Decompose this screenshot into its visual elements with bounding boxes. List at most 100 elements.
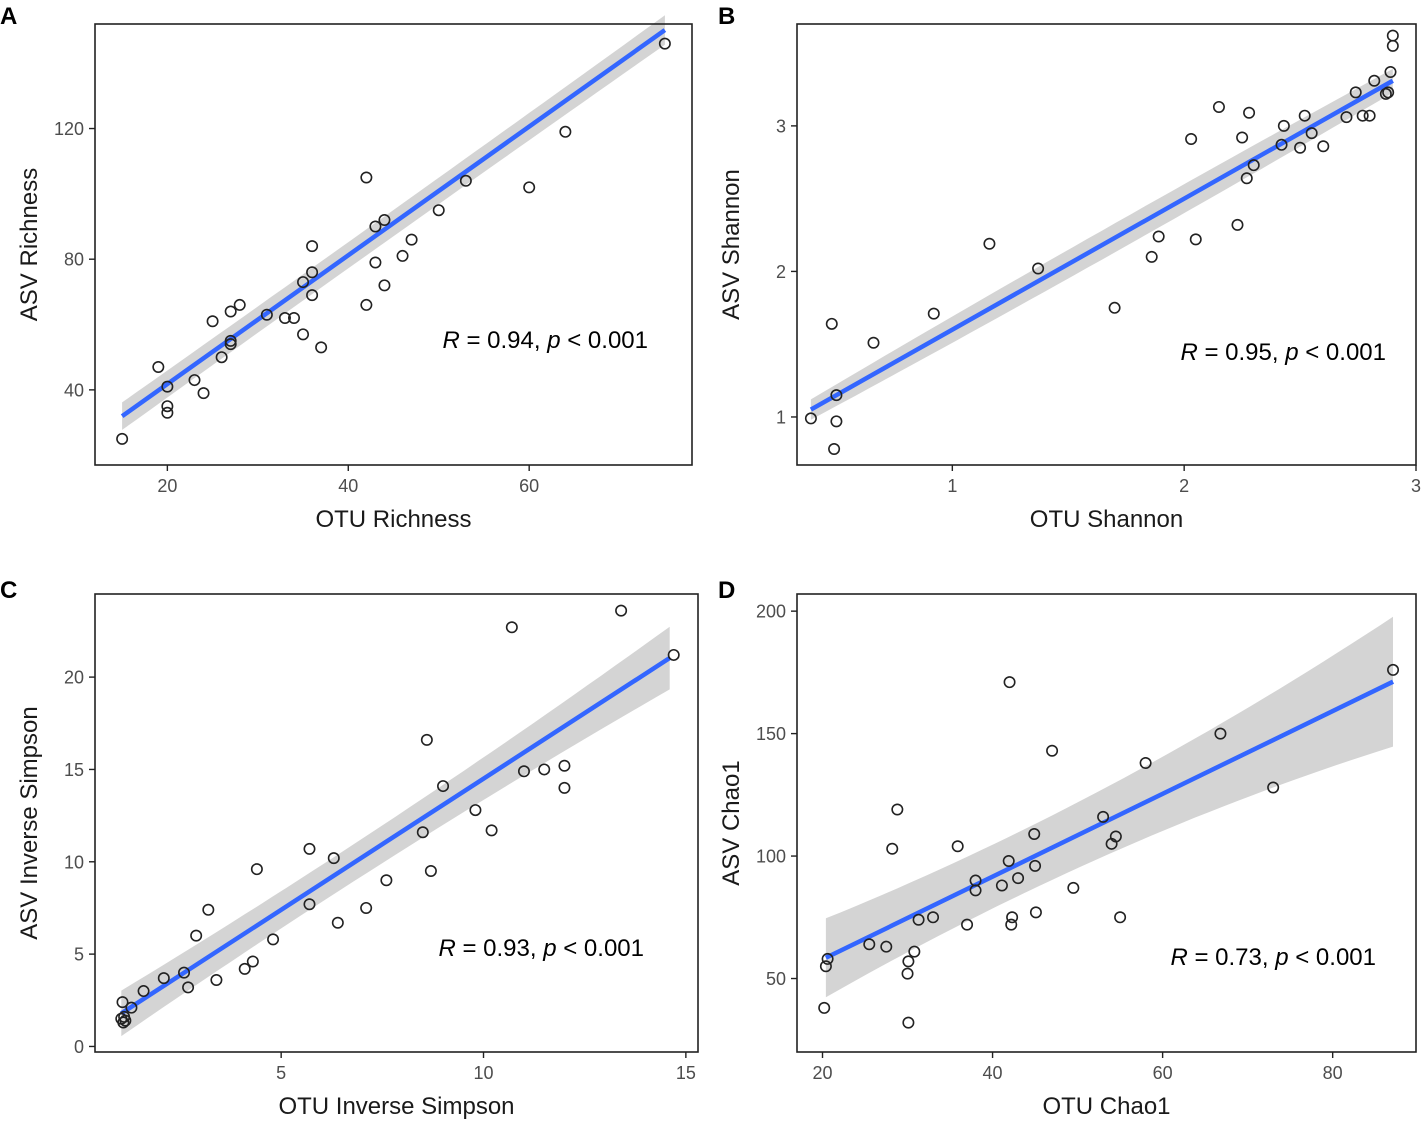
data-point (1387, 663, 1400, 676)
data-point (818, 1001, 831, 1014)
data-point (658, 37, 671, 50)
data-point (250, 863, 263, 876)
data-point (951, 840, 964, 853)
data-point (1267, 781, 1280, 794)
x-axis-title: OTU Richness (315, 506, 471, 533)
data-point (303, 842, 316, 855)
data-point (891, 803, 904, 816)
data-point (902, 955, 915, 968)
data-point (863, 938, 876, 951)
data-point (190, 929, 203, 942)
x-tick-label: 5 (276, 1063, 286, 1083)
data-point (517, 765, 530, 778)
data-point (224, 305, 237, 318)
data-point (1294, 141, 1307, 154)
data-point (1097, 810, 1110, 823)
data-point (1298, 109, 1311, 122)
y-tick-label: 15 (64, 760, 84, 780)
data-point (278, 311, 291, 324)
data-point (1212, 100, 1225, 113)
data-point (260, 308, 273, 321)
data-point (378, 279, 391, 292)
panel-d: D 20 40 60 80 50 100 150 200 OTU Chao1 ASV Chao1 R … (718, 577, 1417, 1120)
regression-line (120, 656, 671, 1016)
data-point (424, 865, 437, 878)
data-point (828, 442, 841, 455)
stat-p-value: < 0.001 (1289, 944, 1376, 971)
stat-r-label: R (442, 327, 459, 354)
data-point (558, 781, 571, 794)
x-tick-label: 40 (983, 1063, 1003, 1083)
x-tick-label: 2 (1179, 476, 1189, 496)
regression-line (809, 78, 1394, 412)
panel-letter: A (0, 3, 17, 30)
data-point (416, 826, 429, 839)
y-tick-label: 10 (64, 852, 84, 872)
x-tick-label: 20 (812, 1063, 832, 1083)
data-point (188, 374, 201, 387)
data-point (202, 903, 215, 916)
stat-p-label: p (546, 327, 560, 354)
y-tick-label: 100 (756, 847, 786, 867)
data-point (297, 328, 310, 341)
stat-p-label: p (1274, 944, 1288, 971)
data-point (1029, 906, 1042, 919)
data-point (912, 913, 925, 926)
y-tick-label: 50 (766, 969, 786, 989)
data-point (1006, 911, 1019, 924)
panel-a: A 20 40 60 40 80 120 OTU Richness ASV Richness R … (0, 3, 693, 533)
data-point (485, 824, 498, 837)
data-point (1109, 830, 1122, 843)
data-point (360, 171, 373, 184)
data-point (523, 181, 536, 194)
data-point (1305, 127, 1318, 140)
data-point (315, 341, 328, 354)
stat-r-value: = 0.94, (460, 327, 547, 354)
data-point (825, 317, 838, 330)
y-axis-title: ASV Richness (16, 168, 43, 321)
stat-p-label: p (542, 935, 556, 962)
data-point (369, 220, 382, 233)
data-point (1028, 828, 1041, 841)
data-point (137, 985, 150, 998)
data-point (437, 780, 450, 793)
data-point (297, 276, 310, 289)
data-point (369, 256, 382, 269)
data-point (886, 842, 899, 855)
data-point (558, 759, 571, 772)
data-point (901, 967, 914, 980)
correlation-stat: R = 0.95, p < 0.001 (1180, 339, 1386, 366)
stat-r-value: = 0.73, (1188, 944, 1275, 971)
stat-r-value: = 0.95, (1198, 339, 1285, 366)
data-point (1243, 106, 1256, 119)
data-point (1363, 109, 1376, 122)
data-point (246, 955, 259, 968)
y-axis-title: ASV Chao1 (718, 760, 745, 885)
data-point (538, 763, 551, 776)
data-point (1003, 676, 1016, 689)
correlation-stat: R = 0.93, p < 0.001 (438, 935, 644, 962)
data-point (1114, 911, 1127, 924)
correlation-stat: R = 0.73, p < 0.001 (1170, 944, 1376, 971)
y-tick-label: 120 (54, 119, 84, 139)
panel-letter: D (718, 577, 735, 604)
data-point (1349, 86, 1362, 99)
data-point (157, 972, 170, 985)
data-point (1240, 172, 1253, 185)
data-point (969, 874, 982, 887)
x-tick-label: 40 (338, 476, 358, 496)
data-point (1275, 138, 1288, 151)
y-tick-label: 20 (64, 668, 84, 688)
x-axis-title: OTU Inverse Simpson (278, 1093, 514, 1120)
data-point (1067, 881, 1080, 894)
stat-p-value: < 0.001 (557, 935, 644, 962)
data-point (830, 415, 843, 428)
data-point (1379, 87, 1392, 100)
data-point (1029, 859, 1042, 872)
y-tick-label: 150 (756, 724, 786, 744)
y-tick-label: 3 (776, 116, 786, 136)
data-point (902, 1016, 915, 1029)
panel-letter: C (0, 577, 17, 604)
x-axis-title: OTU Shannon (1030, 506, 1183, 533)
